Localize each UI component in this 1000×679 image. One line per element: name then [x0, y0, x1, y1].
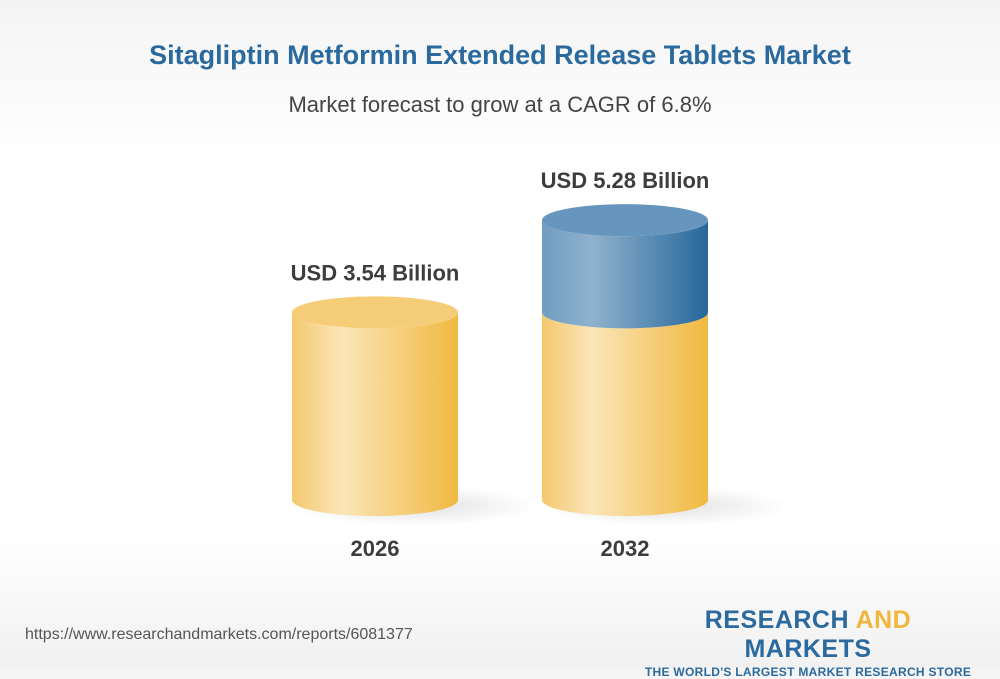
logo-tagline: THE WORLD'S LARGEST MARKET RESEARCH STOR… — [644, 665, 972, 679]
bar-2026 — [292, 312, 458, 516]
category-label: 2026 — [351, 536, 400, 561]
logo-word: MARKETS — [744, 635, 872, 663]
bar-base-segment-2032 — [542, 312, 708, 516]
bar-growth-segment-2032 — [542, 220, 708, 329]
logo-word: RESEARCH — [704, 606, 856, 634]
category-label: 2032 — [601, 536, 650, 561]
data-label: USD 5.28 Billion — [541, 168, 710, 193]
bar-top-2032 — [542, 204, 708, 237]
chart-title: Sitagliptin Metformin Extended Release T… — [149, 40, 851, 70]
report-url[interactable]: https://www.researchandmarkets.com/repor… — [25, 626, 413, 643]
bar-top-2026 — [292, 296, 458, 329]
chart-subtitle: Market forecast to grow at a CAGR of 6.8… — [288, 92, 712, 117]
data-label: USD 3.54 Billion — [291, 260, 460, 285]
research-and-markets-logo: RESEARCH AND MARKETS THE WORLD'S LARGEST… — [638, 606, 978, 679]
logo-word-and: AND — [855, 606, 912, 634]
